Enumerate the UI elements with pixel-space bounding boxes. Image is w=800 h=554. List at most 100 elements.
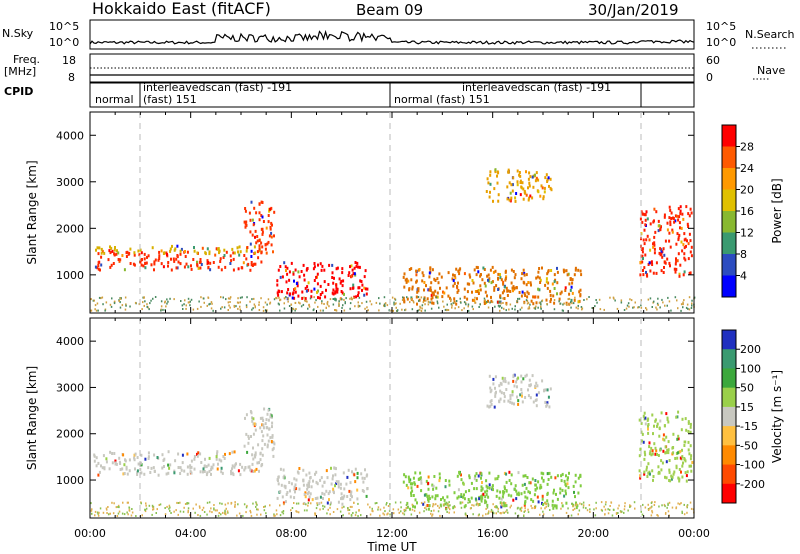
heatmap-cell: [297, 471, 300, 475]
freq-label: Freq.: [13, 53, 41, 66]
heatmap-cell: [473, 299, 476, 302]
heatmap-cell: [507, 168, 510, 172]
heatmap-cell: [261, 439, 264, 443]
heatmap-cell: [139, 260, 142, 264]
heatmap-cell: [256, 513, 258, 516]
heatmap-cell: [199, 514, 202, 517]
heatmap-cell: [325, 288, 327, 292]
heatmap-cell: [294, 301, 297, 304]
heatmap-cell: [104, 309, 106, 312]
heatmap-cell: [641, 260, 644, 264]
heatmap-cell: [269, 225, 272, 229]
heatmap-cell: [304, 491, 307, 495]
heatmap-cell: [319, 284, 322, 288]
heatmap-cell: [521, 181, 524, 185]
heatmap-cell: [175, 509, 177, 512]
heatmap-cell: [306, 267, 308, 271]
heatmap-cell: [156, 456, 159, 459]
heatmap-cell: [677, 410, 680, 414]
heatmap-cell: [332, 487, 335, 491]
heatmap-cell: [180, 300, 182, 302]
heatmap-cell: [102, 511, 105, 514]
heatmap-cell: [618, 504, 620, 507]
heatmap-cell: [483, 297, 486, 300]
heatmap-cell: [227, 511, 229, 514]
heatmap-cell: [353, 501, 355, 504]
heatmap-cell: [308, 495, 311, 499]
heatmap-cell: [116, 515, 119, 517]
heatmap-cell: [588, 504, 591, 507]
heatmap-cell: [420, 489, 423, 493]
heatmap-cell: [202, 467, 205, 471]
heatmap-cell: [505, 480, 508, 484]
heatmap-cell: [244, 466, 247, 470]
heatmap-cell: [269, 227, 272, 231]
heatmap-cell: [101, 296, 104, 299]
heatmap-cell: [231, 464, 234, 468]
heatmap-cell: [190, 459, 193, 463]
heatmap-cell: [440, 275, 443, 279]
heatmap-cell: [649, 472, 651, 476]
heatmap-cell: [117, 512, 120, 515]
heatmap-cell: [253, 297, 255, 300]
heatmap-cell: [111, 297, 113, 300]
heatmap-cell: [655, 271, 658, 275]
heatmap-cell: [427, 475, 430, 479]
heatmap-cell: [349, 302, 352, 305]
heatmap-cell: [389, 513, 391, 516]
heatmap-cell: [642, 414, 645, 418]
heatmap-cell: [448, 501, 450, 504]
heatmap-cell: [668, 501, 671, 504]
heatmap-cell: [598, 298, 601, 301]
heatmap-cell: [332, 298, 334, 300]
heatmap-cell: [348, 489, 351, 493]
heatmap-cell: [323, 480, 326, 484]
heatmap-cell: [668, 459, 671, 462]
heatmap-cell: [605, 501, 607, 504]
heatmap-cell: [650, 260, 653, 264]
heatmap-cell: [405, 507, 407, 510]
heatmap-cell: [477, 289, 480, 292]
heatmap-cell: [334, 309, 336, 311]
heatmap-cell: [215, 455, 218, 459]
heatmap-cell: [648, 261, 651, 265]
heatmap-cell: [671, 228, 674, 232]
heatmap-cell: [495, 512, 497, 515]
heatmap-cell: [678, 272, 681, 276]
heatmap-cell: [303, 509, 306, 512]
heatmap-cell: [422, 274, 425, 278]
heatmap-cell: [671, 506, 674, 509]
heatmap-cell: [471, 305, 474, 308]
heatmap-cell: [559, 302, 562, 305]
heatmap-cell: [227, 301, 230, 304]
heatmap-cell: [114, 461, 117, 465]
heatmap-cell: [425, 284, 427, 288]
heatmap-cell: [399, 501, 402, 504]
heatmap-cell: [395, 306, 397, 309]
heatmap-cell: [447, 506, 450, 509]
heatmap-cell: [468, 282, 471, 286]
heatmap-cell: [268, 234, 271, 238]
heatmap-cell: [499, 309, 501, 312]
heatmap-cell: [284, 265, 287, 269]
heatmap-cell: [309, 476, 312, 479]
heatmap-cell: [426, 297, 429, 301]
heatmap-cell: [677, 307, 679, 310]
heatmap-cell: [310, 485, 313, 489]
heatmap-cell: [438, 306, 440, 309]
heatmap-cell: [285, 280, 288, 284]
heatmap-cell: [573, 273, 576, 277]
heatmap-cell: [153, 453, 156, 457]
heatmap-cell: [403, 513, 406, 516]
heatmap-cell: [279, 265, 282, 268]
x-tick-label: 04:00: [175, 527, 207, 540]
heatmap-cell: [140, 258, 143, 262]
heatmap-cell: [271, 421, 274, 425]
heatmap-cell: [241, 296, 243, 299]
heatmap-cell: [644, 422, 647, 426]
heatmap-cell: [366, 487, 369, 491]
heatmap-cell: [262, 419, 265, 422]
heatmap-cell: [206, 247, 209, 251]
heatmap-cell: [647, 471, 650, 475]
heatmap-cell: [529, 383, 532, 387]
